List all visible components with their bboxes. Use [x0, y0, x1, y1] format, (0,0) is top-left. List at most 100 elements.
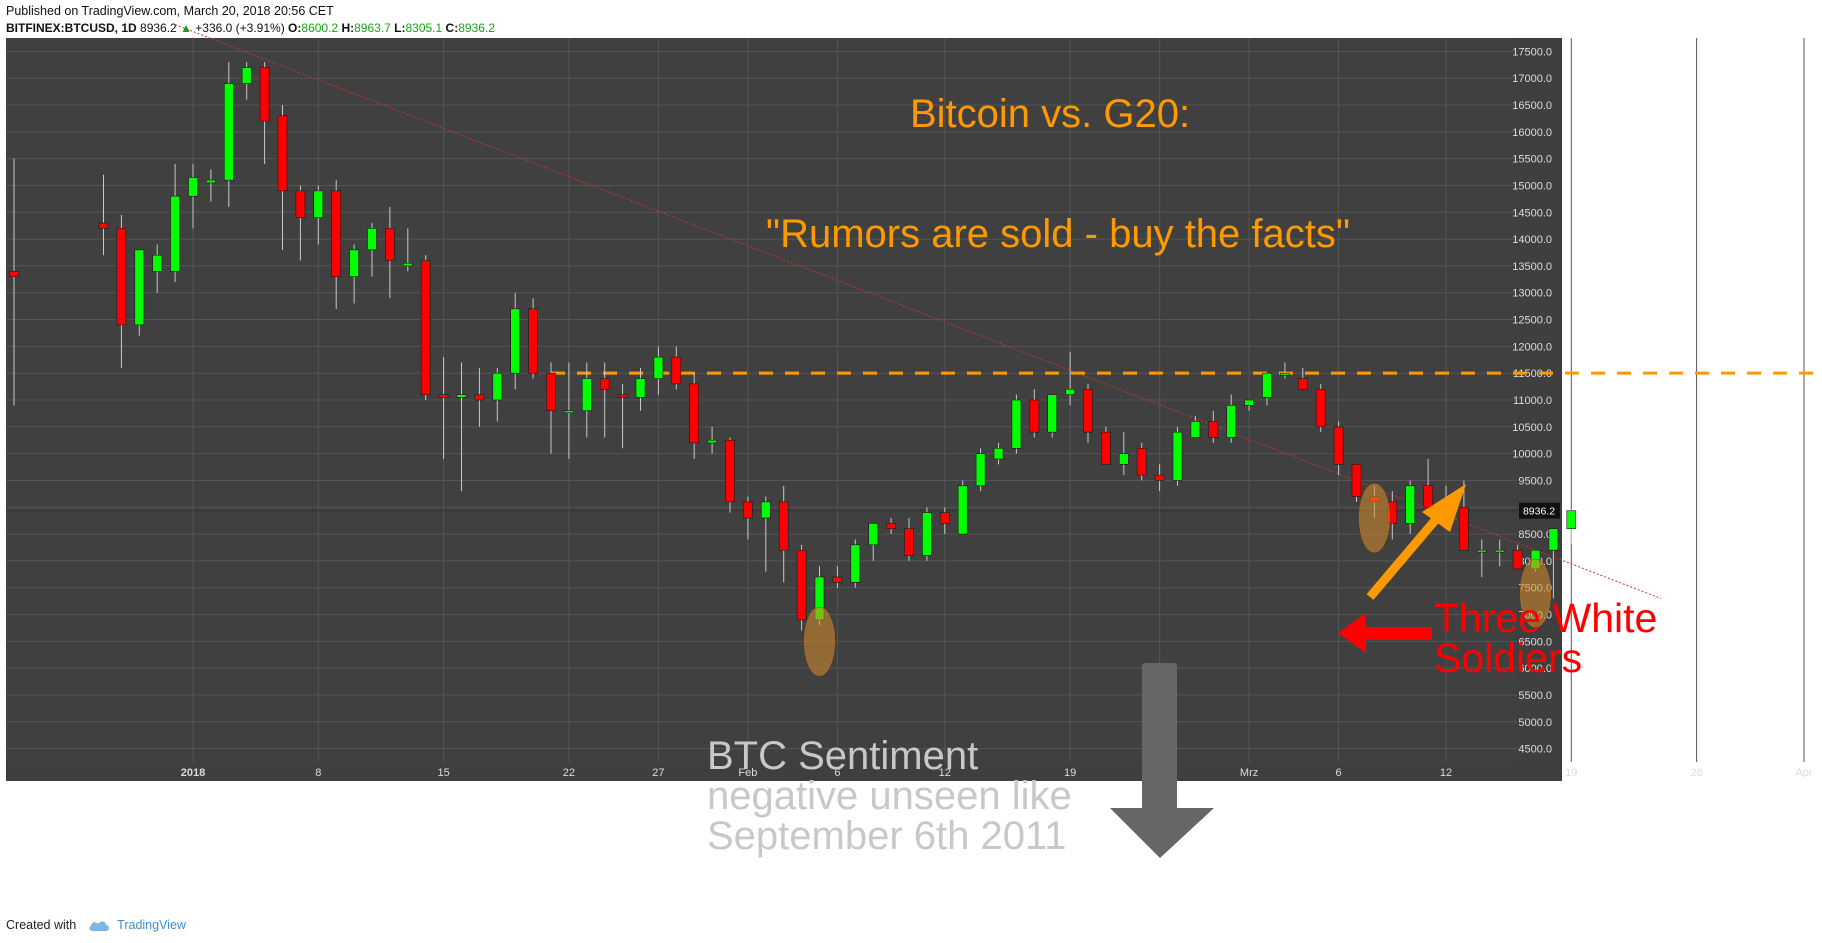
high-label: H:: [341, 21, 355, 35]
pattern-label-line: Soldiers: [1434, 635, 1582, 681]
y-tick-label: 17000.0: [1512, 73, 1552, 85]
candle-up: [922, 512, 932, 556]
x-tick-label: 8: [315, 767, 321, 779]
candle-up: [1280, 372, 1290, 376]
candle-up: [224, 83, 234, 181]
candle-up: [760, 501, 771, 519]
y-tick-label: 11000.0: [1513, 395, 1552, 407]
candle-down: [295, 190, 306, 218]
created-with-label: Created with: [6, 918, 77, 932]
last-price-badge-label: 8936.2: [1523, 506, 1555, 518]
candle-down: [939, 512, 950, 524]
candle-up: [349, 249, 359, 277]
highlight-ellipse: [1520, 558, 1551, 628]
price-change: +336.0 (+3.91%): [195, 21, 285, 35]
candle-up: [653, 356, 664, 379]
y-tick-label: 10000.0: [1512, 449, 1552, 461]
candle-down: [1154, 474, 1165, 481]
low-value: 8305.1: [405, 21, 443, 35]
candle-down: [904, 528, 914, 556]
upside-arrow-head: [1422, 484, 1466, 532]
candle-up: [850, 544, 861, 583]
candle-up: [707, 439, 717, 444]
y-tick-label: 6500.0: [1518, 636, 1552, 648]
candle-up: [1047, 394, 1057, 433]
x-tick-label: 15: [437, 767, 449, 779]
y-tick-label: 11500.0: [1513, 368, 1552, 380]
candle-down: [1315, 388, 1326, 428]
candle-up: [868, 523, 879, 546]
ohlc-legend: BITFINEX:BTCUSD, 1D 8936.2 ▲ +336.0 (+3.…: [6, 20, 1816, 37]
change-arrow-icon: ▲: [180, 21, 192, 35]
candle-down: [796, 549, 807, 621]
candle-up: [1119, 453, 1129, 465]
y-tick-label: 10500.0: [1512, 422, 1552, 434]
sentiment-arrow-head: [1110, 808, 1214, 858]
candle-down: [743, 501, 753, 519]
candle-down: [1208, 421, 1219, 438]
candle-up: [206, 179, 216, 184]
x-tick-label: 19: [1565, 767, 1577, 779]
pattern-arrow-head: [1338, 613, 1366, 653]
candle-down: [259, 67, 270, 122]
candle-up: [402, 262, 413, 267]
candle-down: [277, 115, 288, 192]
last-price-badge: [1519, 502, 1560, 519]
candle-up: [241, 67, 252, 84]
candle-up: [1548, 528, 1559, 551]
close-value: 8936.2: [458, 21, 495, 35]
candle-up: [1477, 549, 1487, 553]
x-tick-label: 2018: [181, 767, 205, 779]
candle-up: [975, 453, 986, 487]
candle-up: [170, 195, 180, 272]
candle-up: [1065, 388, 1075, 395]
upside-arrow-shaft: [1366, 508, 1447, 600]
candle-down: [1459, 506, 1469, 551]
x-tick-label: 6: [1336, 767, 1342, 779]
candle-down: [1512, 549, 1523, 570]
candle-down: [420, 260, 431, 395]
y-tick-label: 15500.0: [1512, 154, 1552, 166]
candle-down: [385, 228, 395, 261]
candle-down: [617, 394, 628, 398]
y-tick-label: 16500.0: [1512, 100, 1552, 112]
candle-up: [957, 485, 968, 535]
y-tick-label: 17500.0: [1512, 46, 1552, 58]
candle-down: [671, 356, 682, 385]
candle-up: [1011, 399, 1022, 449]
candle-down: [546, 372, 556, 412]
tradingview-link[interactable]: TradingView: [117, 918, 186, 932]
x-tick-label: 6: [834, 767, 840, 779]
last-price: 8936.2: [140, 21, 177, 35]
candle-up: [635, 378, 646, 398]
footer: Created with TradingView: [6, 918, 186, 936]
pattern-arrow-shaft: [1362, 627, 1432, 640]
candle-down: [528, 308, 538, 374]
candle-up: [152, 254, 162, 272]
pattern-label-line: Three White: [1434, 595, 1657, 641]
candle-down: [1351, 464, 1362, 497]
candle-down: [438, 394, 449, 398]
candle-down: [98, 222, 109, 229]
y-tick-label: 14000.0: [1512, 234, 1552, 246]
candle-up: [1226, 405, 1236, 438]
candle-down: [832, 576, 843, 583]
candle-up: [1566, 510, 1577, 530]
candle-up: [993, 447, 1004, 460]
trendline: [174, 24, 1661, 599]
candle-down: [1101, 431, 1111, 465]
sentiment-arrow-shaft: [1142, 663, 1177, 810]
y-tick-label: 8500.0: [1518, 529, 1552, 541]
highlight-ellipse: [804, 606, 835, 676]
y-tick-label: 13000.0: [1512, 288, 1552, 300]
published-info: Published on TradingView.com, March 20, …: [6, 4, 334, 18]
y-tick-label: 14500.0: [1512, 207, 1552, 219]
chart-header: Published on TradingView.com, March 20, …: [6, 3, 1816, 39]
candle-up: [1172, 431, 1183, 481]
y-tick-label: 12000.0: [1512, 341, 1552, 353]
x-tick-label: 22: [563, 767, 575, 779]
open-value: 8600.2: [301, 21, 339, 35]
candle-up: [564, 410, 574, 414]
close-label: C:: [445, 21, 459, 35]
